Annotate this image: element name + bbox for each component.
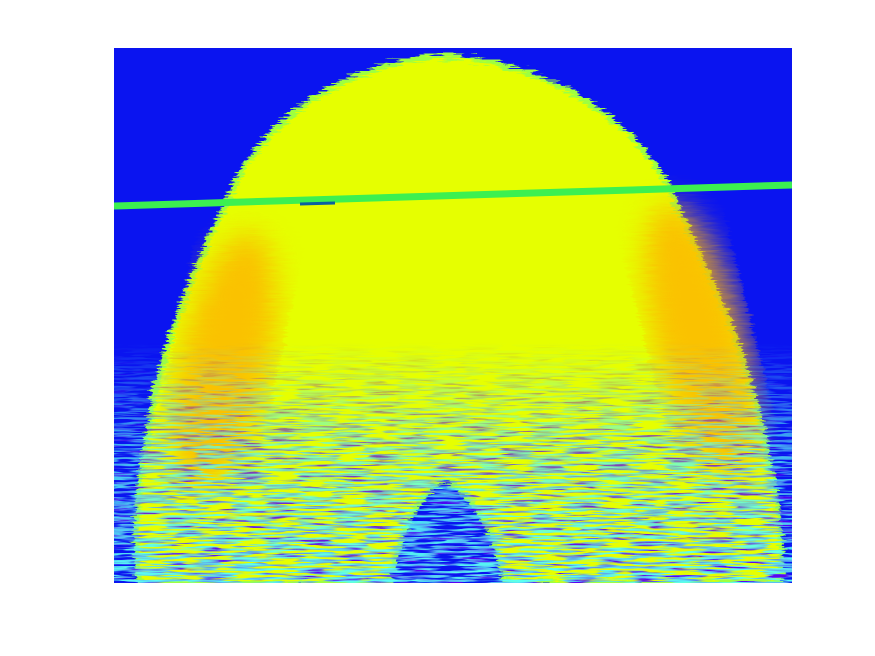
image (114, 48, 792, 583)
line-gap (299, 201, 336, 206)
speckle (114, 48, 792, 583)
speckle-layer (114, 48, 792, 583)
line (114, 181, 792, 210)
